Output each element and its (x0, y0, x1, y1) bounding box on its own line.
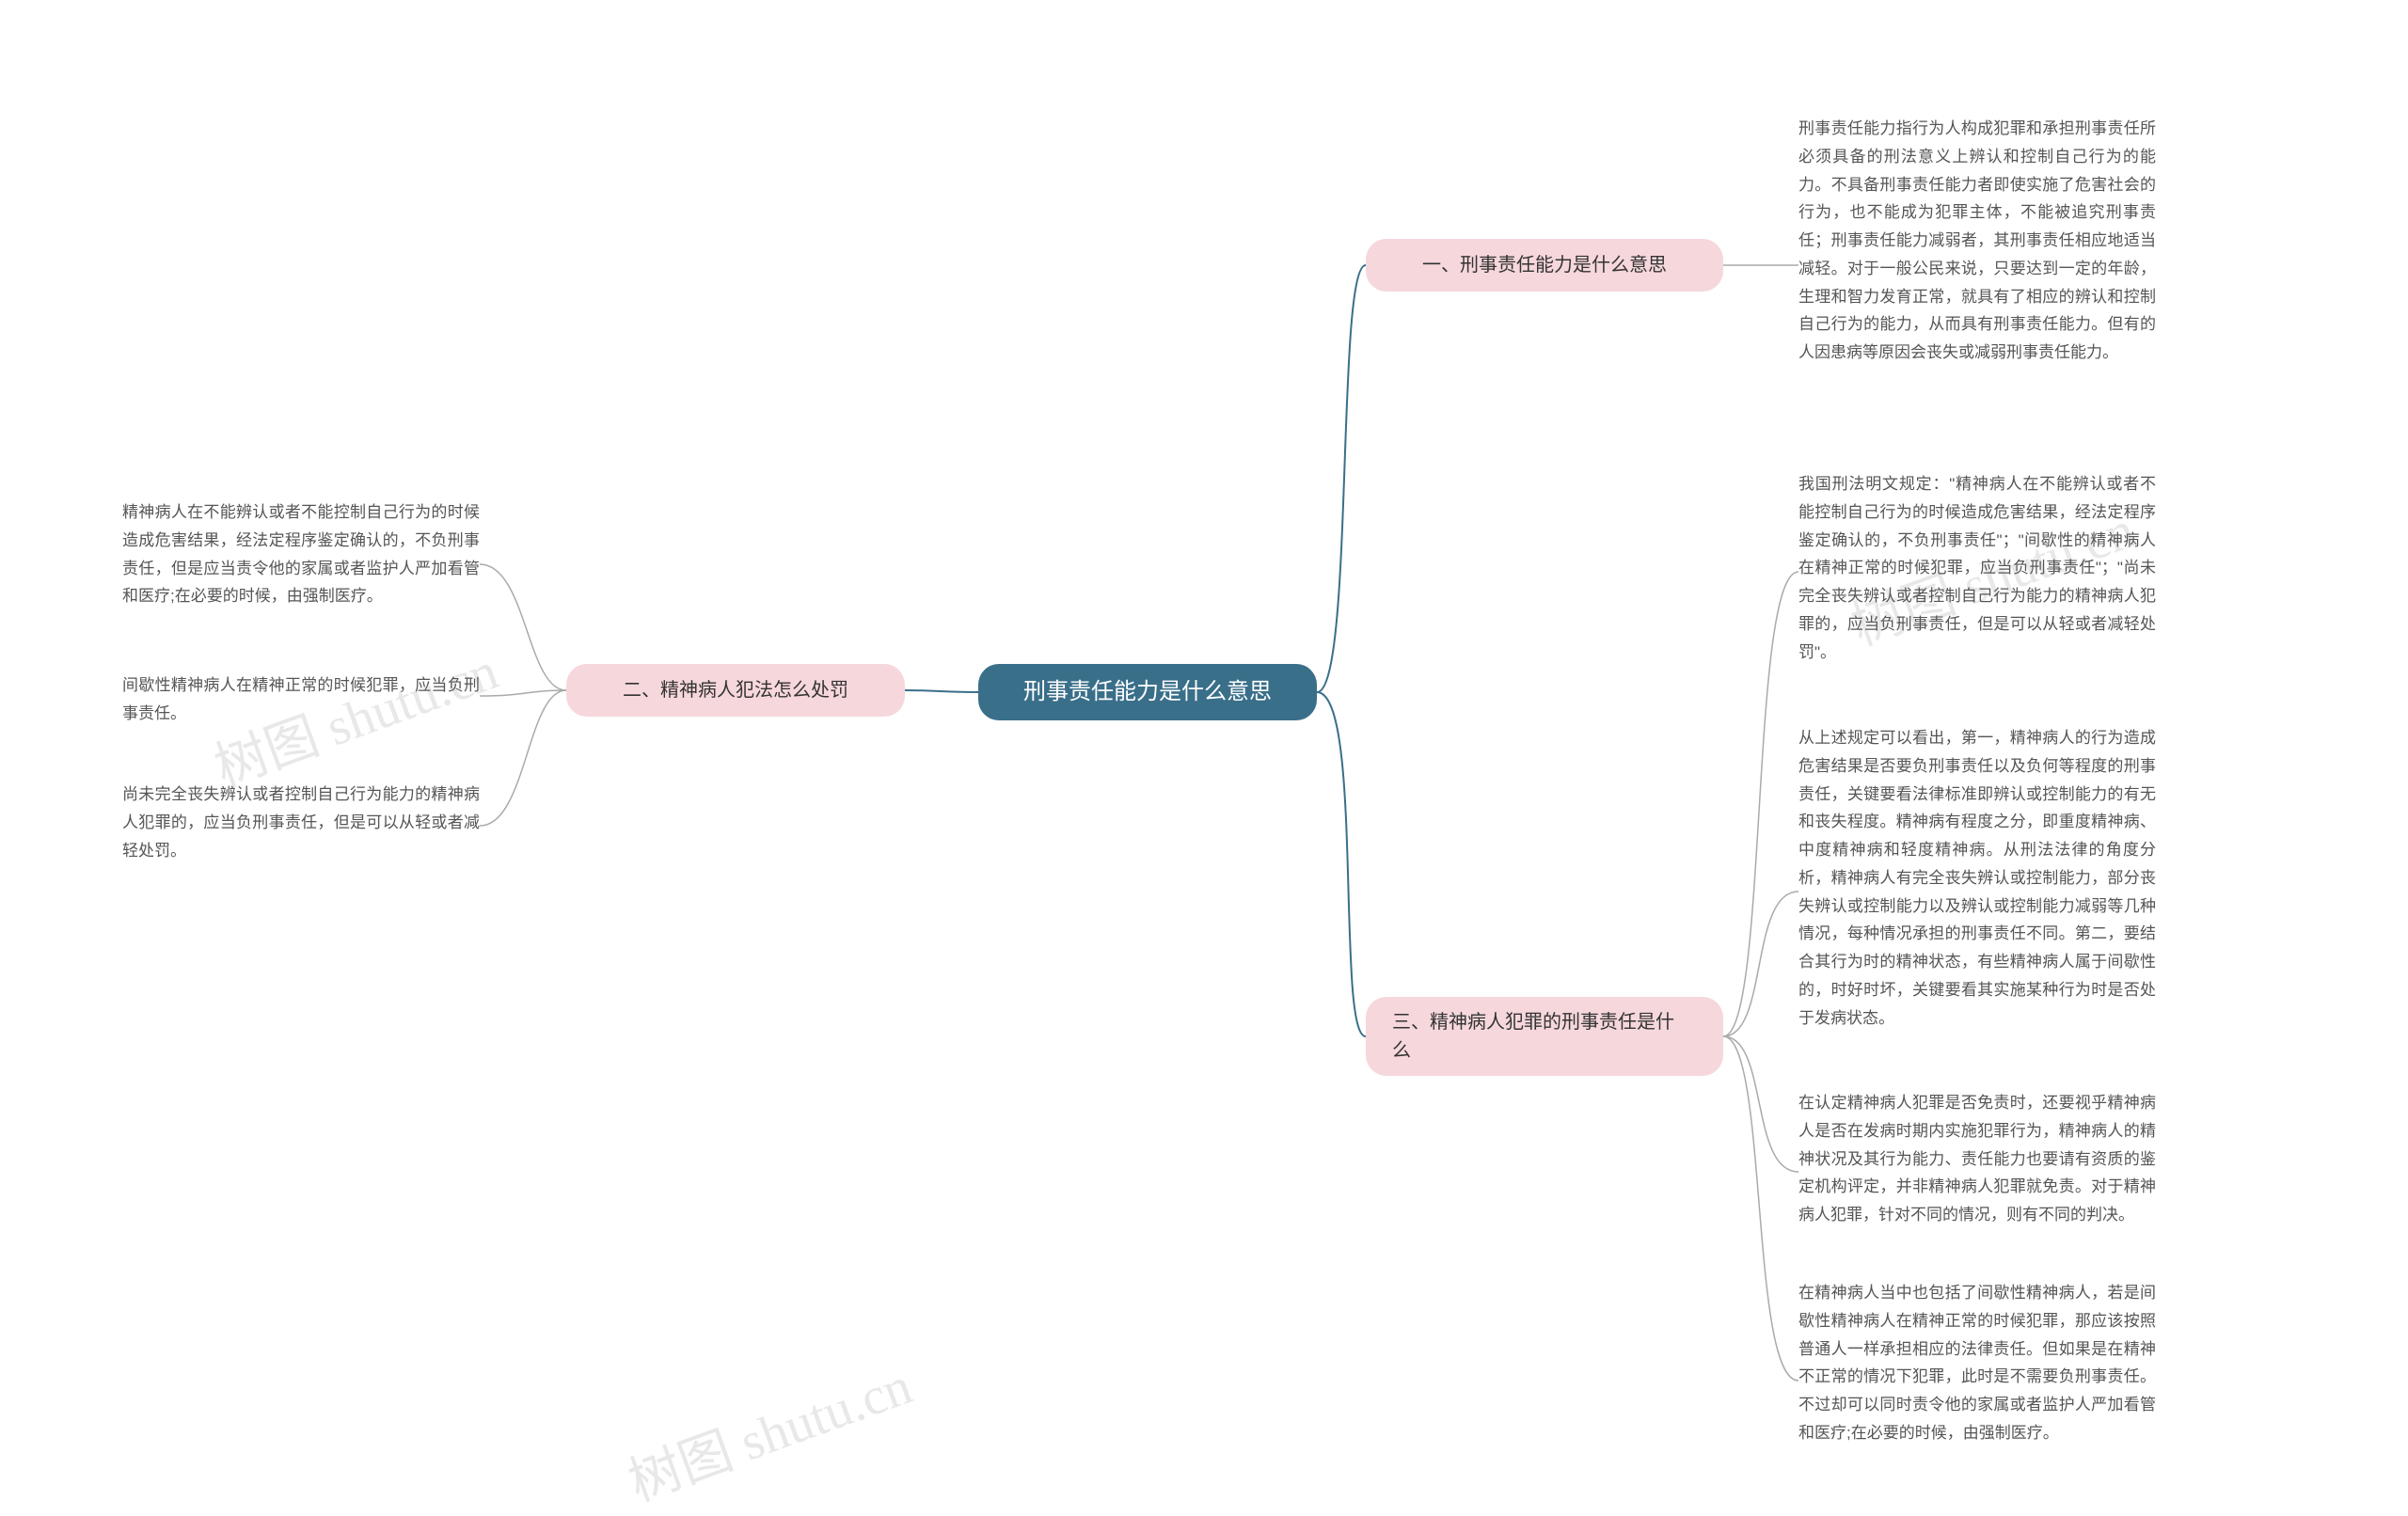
leaf-node: 尚未完全丧失辨认或者控制自己行为能力的精神病人犯罪的，应当负刑事责任，但是可以从… (122, 781, 480, 864)
leaf-connector (480, 564, 566, 690)
branch-label: 二、精神病人犯法怎么处罚 (623, 676, 848, 704)
leaf-connector (1723, 1036, 1798, 1381)
connector (1317, 265, 1366, 692)
leaf-connector (1723, 892, 1798, 1036)
leaf-connector (480, 690, 566, 826)
leaf-connector (1723, 1036, 1798, 1172)
branch-node-2[interactable]: 二、精神病人犯法怎么处罚 (566, 664, 905, 717)
branch-node-3[interactable]: 三、精神病人犯罪的刑事责任是什 么 (1366, 997, 1723, 1076)
leaf-node: 我国刑法明文规定："精神病人在不能辨认或者不能控制自己行为的时候造成危害结果，经… (1798, 470, 2156, 666)
branch-label-line2: 么 (1392, 1036, 1411, 1065)
leaf-node: 间歇性精神病人在精神正常的时候犯罪，应当负刑事责任。 (122, 671, 480, 728)
leaf-node: 刑事责任能力指行为人构成犯罪和承担刑事责任所必须具备的刑法意义上辨认和控制自己行… (1798, 115, 2156, 367)
leaf-node: 精神病人在不能辨认或者不能控制自己行为的时候造成危害结果，经法定程序鉴定确认的，… (122, 498, 480, 610)
leaf-node: 从上述规定可以看出，第一，精神病人的行为造成危害结果是否要负刑事责任以及负何等程… (1798, 724, 2156, 1032)
leaf-connector (1723, 572, 1798, 1036)
connector (1317, 692, 1366, 1036)
branch-label: 一、刑事责任能力是什么意思 (1422, 251, 1667, 279)
root-node[interactable]: 刑事责任能力是什么意思 (978, 664, 1317, 720)
root-label: 刑事责任能力是什么意思 (1023, 675, 1272, 709)
watermark: 树图 shutu.cn (617, 1344, 921, 1516)
connector (905, 690, 978, 692)
branch-node-1[interactable]: 一、刑事责任能力是什么意思 (1366, 239, 1723, 292)
branch-label-line1: 三、精神病人犯罪的刑事责任是什 (1392, 1008, 1674, 1036)
mindmap-canvas: 树图 shutu.cn 树图 shutu.cn 树图 shutu.cn 刑事责任… (0, 0, 2408, 1478)
leaf-node: 在认定精神病人犯罪是否免责时，还要视乎精神病人是否在发病时期内实施犯罪行为，精神… (1798, 1089, 2156, 1229)
leaf-connector (480, 690, 566, 696)
leaf-node: 在精神病人当中也包括了间歇性精神病人，若是间歇性精神病人在精神正常的时候犯罪，那… (1798, 1279, 2156, 1447)
